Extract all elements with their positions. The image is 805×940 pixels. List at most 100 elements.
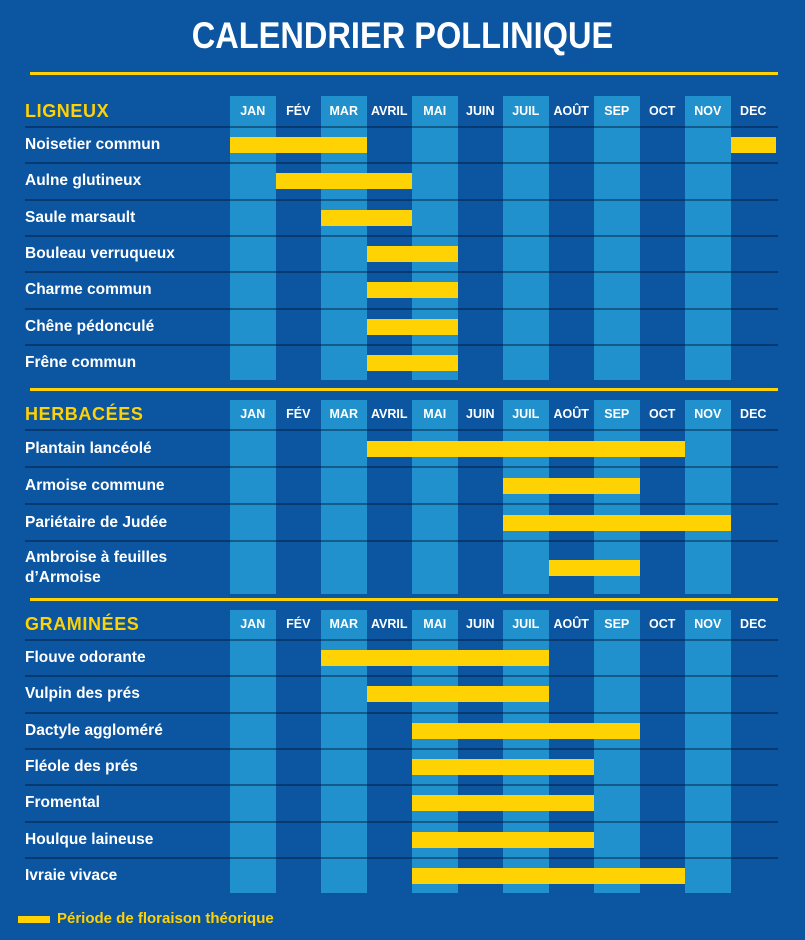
month-column-stripe <box>594 610 640 893</box>
section-herbacees: HERBACÉES JAN FÉV MAR AVRIL MAI JUIN JUIL AOÛT SE… <box>0 400 805 594</box>
legend: Période de floraison théorique <box>18 908 518 930</box>
flowering-period-bar <box>275 173 412 190</box>
table-row: Pariétaire de Judée <box>25 503 778 540</box>
section-title: HERBACÉES <box>25 404 144 424</box>
plant-name-label: Armoise commune <box>25 476 165 494</box>
page-title: CALENDRIER POLLINIQUE <box>191 15 614 56</box>
month-header: MAI <box>423 617 447 631</box>
flowering-period-bar <box>366 246 458 263</box>
table-row: Fléole des prés <box>25 747 778 784</box>
section-ligneux: LIGNEUX JAN FÉV MAR AVRIL MAI JUIN JUIL AOÛT SEP O… <box>0 96 805 380</box>
month-header: AVRIL <box>370 407 408 421</box>
month-header: OCT <box>649 104 676 118</box>
month-header: FÉV <box>286 407 311 421</box>
plant-name-label: Pariétaire de Judée <box>25 513 168 531</box>
month-column-stripe <box>594 96 640 380</box>
flowering-period-bar <box>412 795 594 812</box>
divider-herbacees <box>30 388 778 391</box>
plant-name-label: Flouve odorante <box>25 649 146 667</box>
table-row: Dactyle aggloméré <box>25 711 778 748</box>
flowering-period-bar <box>321 209 412 226</box>
plant-name-label: Ivraie vivace <box>25 866 118 884</box>
month-header: JAN <box>240 104 266 118</box>
flowering-period-bar <box>366 318 458 335</box>
section-header: GRAMINÉES JAN FÉV MAR AVRIL MAI JUIN JUIL AOÛT SE… <box>0 610 805 639</box>
month-column-stripe <box>503 96 549 380</box>
month-header: MAR <box>329 617 358 631</box>
plant-name-label: Charme commun <box>25 281 152 299</box>
flowering-period-bar <box>412 867 685 884</box>
flowering-period-bar <box>366 686 549 703</box>
month-column-stripe <box>230 610 276 893</box>
month-header: JAN <box>240 617 266 631</box>
divider-top <box>30 72 778 75</box>
flowering-period-bar <box>548 560 640 576</box>
table-row: Saule marsault <box>25 198 778 235</box>
table-row: Bouleau verruqueux <box>25 234 778 271</box>
month-column-stripe <box>412 400 458 594</box>
month-header: DEC <box>740 104 767 118</box>
table-row: Houlque laineuse <box>25 820 778 857</box>
month-header: JUIL <box>512 617 540 631</box>
month-header: JUIN <box>466 104 495 118</box>
flowering-period-bar <box>366 354 458 371</box>
table-row: Fromental <box>25 784 778 820</box>
section-header: LIGNEUX JAN FÉV MAR AVRIL MAI JUIN JUIL AOÛT SEP O… <box>0 96 805 126</box>
month-header: AVRIL <box>370 104 408 118</box>
section-title: LIGNEUX <box>25 101 110 121</box>
month-header: NOV <box>694 407 722 421</box>
month-header: SEP <box>604 407 630 421</box>
month-header: FÉV <box>286 617 311 631</box>
table-row: Charme commun <box>25 271 778 307</box>
month-column-stripe <box>685 610 731 893</box>
table-row: Noisetier commun <box>25 126 778 162</box>
flowering-period-bar <box>321 650 549 667</box>
plant-name-label: Noisetier commun <box>25 136 161 154</box>
flowering-period-bar <box>730 137 776 154</box>
section-header: HERBACÉES JAN FÉV MAR AVRIL MAI JUIN JUIL AOÛT SE… <box>0 400 805 429</box>
month-header: OCT <box>649 617 676 631</box>
month-header: DEC <box>740 617 767 631</box>
plant-name-label: Vulpin des prés <box>25 685 140 703</box>
plant-name-label: Dactyle aggloméré <box>25 721 163 739</box>
month-column-stripe <box>685 96 731 380</box>
month-header: AOÛT <box>553 617 589 631</box>
flowering-period-bar <box>412 722 640 739</box>
table-row: Aulne glutineux <box>25 162 778 198</box>
plant-name-label: Ambroise à feuilles d’Armoise <box>25 548 168 586</box>
plant-name-label: Chêne pédonculé <box>25 317 155 335</box>
flowering-period-bar <box>366 282 458 299</box>
month-header: JUIN <box>466 407 495 421</box>
flowering-period-bar <box>412 759 594 776</box>
plant-name-label: Aulne glutineux <box>25 172 142 190</box>
month-header: FÉV <box>286 104 311 118</box>
month-column-stripe <box>321 400 367 594</box>
flowering-period-bar <box>412 831 594 848</box>
month-header: JUIL <box>512 104 540 118</box>
month-header: NOV <box>694 617 722 631</box>
legend-color-swatch <box>18 916 50 923</box>
table-row: Plantain lancéolé <box>25 429 778 466</box>
month-header: DEC <box>740 407 767 421</box>
flowering-period-bar <box>503 514 731 531</box>
plant-name-label: Fromental <box>25 794 100 812</box>
month-header: AOÛT <box>553 104 589 118</box>
month-header: SEP <box>604 617 630 631</box>
month-header: MAR <box>329 407 358 421</box>
month-header: JUIL <box>512 407 540 421</box>
month-column-stripe <box>230 400 276 594</box>
month-header: JAN <box>240 407 266 421</box>
flowering-period-bar <box>366 440 685 457</box>
table-row: Vulpin des prés <box>25 675 778 711</box>
month-header: MAI <box>423 407 447 421</box>
month-header: NOV <box>694 104 722 118</box>
month-header: AOÛT <box>553 407 589 421</box>
flowering-period-bar <box>230 137 367 154</box>
month-column-stripe <box>685 400 731 594</box>
plant-name-label: Bouleau verruqueux <box>25 244 175 262</box>
section-title: GRAMINÉES <box>25 614 140 634</box>
table-row: Frêne commun <box>25 343 778 380</box>
month-header: SEP <box>604 104 630 118</box>
table-row: Chêne pédonculé <box>25 307 778 344</box>
